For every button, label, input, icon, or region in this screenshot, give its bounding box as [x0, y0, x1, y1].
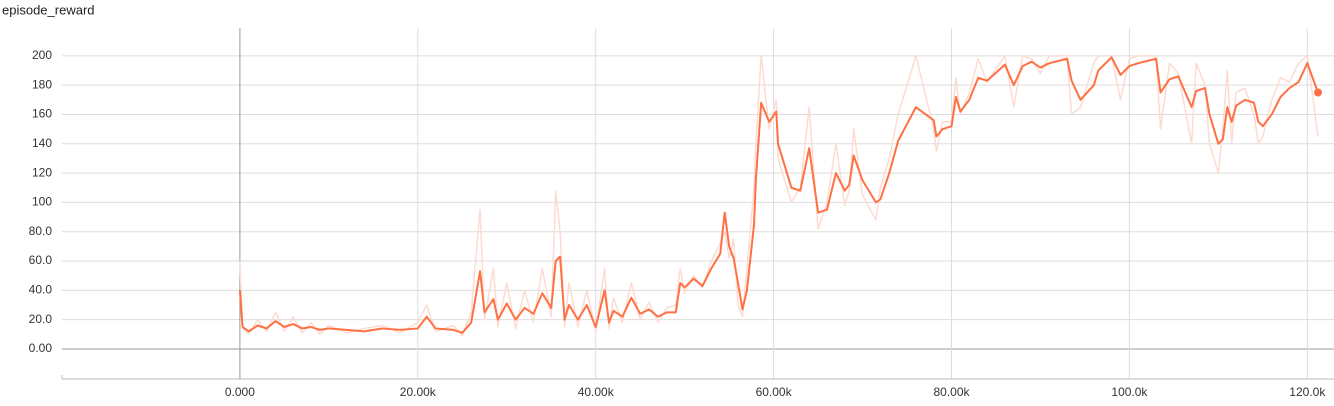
y-tick-label: 140	[32, 136, 52, 150]
x-tick-label: 20.00k	[400, 385, 437, 399]
y-tick-label: 0.00	[29, 341, 53, 355]
x-tick-label: 0.000	[225, 385, 255, 399]
y-tick-label: 80.0	[29, 224, 53, 238]
x-tick-label: 120.0k	[1289, 385, 1326, 399]
y-tick-label: 120	[32, 165, 52, 179]
x-tick-label: 100.0k	[1111, 385, 1148, 399]
y-tick-label: 160	[32, 107, 52, 121]
y-tick-label: 60.0	[29, 253, 53, 267]
line-series	[238, 56, 1319, 334]
y-tick-label: 180	[32, 77, 52, 91]
chart-title: episode_reward	[2, 2, 95, 17]
x-tick-label: 60.00k	[756, 385, 793, 399]
last-point	[1313, 88, 1322, 97]
line-series	[239, 55, 1319, 337]
x-tick-label: 40.00k	[578, 385, 615, 399]
x-tick-label: 80.00k	[933, 385, 970, 399]
y-tick-label: 20.0	[29, 312, 53, 326]
y-tick-label: 100	[32, 195, 52, 209]
y-tick-label: 200	[32, 48, 52, 62]
y-tick-label: 40.0	[29, 283, 53, 297]
